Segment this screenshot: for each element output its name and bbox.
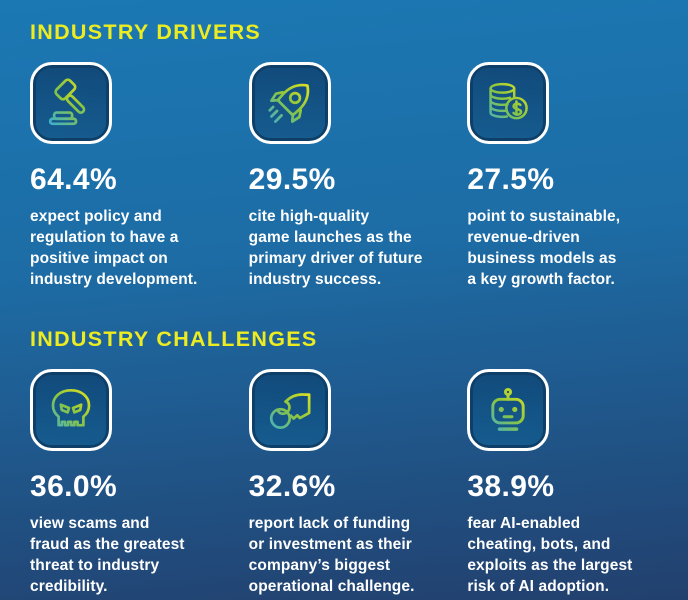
- coins-dollar-icon: [467, 62, 550, 144]
- stat-description: report lack of funding or investment as …: [248, 515, 415, 595]
- robot-icon: [491, 387, 525, 431]
- stat-percent: 27.5%: [467, 163, 555, 196]
- tile-panel: [473, 375, 544, 445]
- hand-coin-icon: [269, 393, 311, 430]
- stat-percent: 64.4%: [30, 163, 118, 196]
- stat-percent: 36.0%: [30, 470, 118, 503]
- stat-description: fear AI-enabled cheating, bots, and expl…: [467, 515, 633, 595]
- tile-panel: [473, 68, 544, 138]
- stat-card: 27.5% point to sustainable, revenue-driv…: [467, 62, 658, 290]
- hand-coin-icon: [248, 369, 331, 451]
- tile-panel: [254, 375, 325, 445]
- skull-icon: [51, 388, 91, 427]
- section-industry-challenges: INDUSTRY CHALLENGES: [30, 327, 658, 597]
- stat-card: 36.0% view scams and fraud as the greate…: [30, 369, 221, 597]
- cards-row: 64.4% expect policy and regulation to ha…: [30, 62, 658, 290]
- stat-card: 64.4% expect policy and regulation to ha…: [30, 62, 221, 290]
- stat-description: cite high-quality game launches as the p…: [248, 208, 423, 288]
- rocket-icon: [268, 83, 309, 123]
- gavel-icon: [48, 78, 86, 126]
- section-industry-drivers: INDUSTRY DRIVERS: [30, 20, 658, 290]
- section-title: INDUSTRY DRIVERS: [30, 20, 262, 44]
- section-title: INDUSTRY CHALLENGES: [30, 327, 318, 351]
- coins-dollar-icon: [489, 82, 529, 120]
- cards-row: 36.0% view scams and fraud as the greate…: [30, 369, 658, 597]
- tile-panel: [254, 68, 325, 138]
- tile-panel: [36, 375, 106, 445]
- rocket-icon: [248, 62, 331, 144]
- robot-icon: [467, 369, 550, 451]
- stat-percent: 29.5%: [248, 163, 336, 196]
- gavel-icon: [30, 62, 112, 144]
- stat-card: 32.6% report lack of funding or investme…: [248, 369, 440, 597]
- stat-description: expect policy and regulation to have a p…: [30, 208, 198, 288]
- skull-icon: [30, 369, 112, 451]
- stat-description: point to sustainable, revenue-driven bus…: [467, 208, 621, 288]
- stat-card: 38.9% fear AI-enabled cheating, bots, an…: [467, 369, 658, 597]
- stat-description: view scams and fraud as the greatest thr…: [30, 515, 185, 595]
- stat-percent: 32.6%: [248, 470, 336, 503]
- stat-percent: 38.9%: [467, 470, 555, 503]
- stat-card: 29.5% cite high-quality game launches as…: [248, 62, 440, 290]
- tile-panel: [36, 68, 106, 138]
